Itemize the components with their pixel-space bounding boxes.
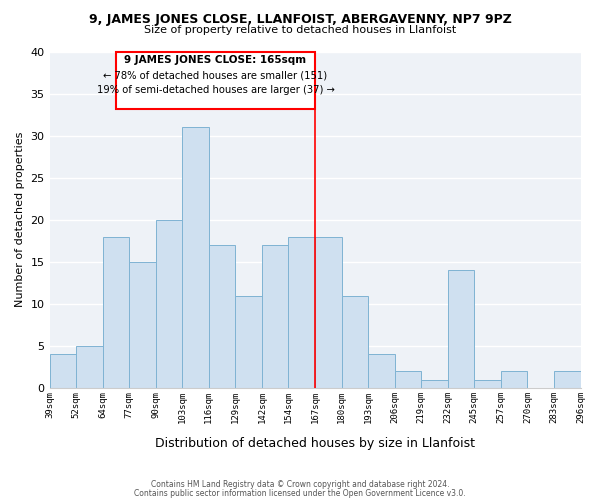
Y-axis label: Number of detached properties: Number of detached properties (15, 132, 25, 308)
Text: Size of property relative to detached houses in Llanfoist: Size of property relative to detached ho… (144, 25, 456, 35)
Bar (395, 372, 421, 388)
Text: 9 JAMES JONES CLOSE: 165sqm: 9 JAMES JONES CLOSE: 165sqm (124, 55, 307, 65)
Bar (235, 296, 262, 388)
Bar (50, 354, 76, 388)
Bar (315, 236, 341, 388)
Bar (501, 372, 527, 388)
Text: 19% of semi-detached houses are larger (37) →: 19% of semi-detached houses are larger (… (97, 85, 334, 95)
Bar (554, 372, 581, 388)
Bar (448, 270, 475, 388)
Text: 9, JAMES JONES CLOSE, LLANFOIST, ABERGAVENNY, NP7 9PZ: 9, JAMES JONES CLOSE, LLANFOIST, ABERGAV… (89, 12, 511, 26)
Bar (129, 262, 156, 388)
Bar (368, 354, 395, 388)
Bar (156, 220, 182, 388)
Bar (76, 346, 103, 388)
Bar (209, 245, 235, 388)
Text: Contains public sector information licensed under the Open Government Licence v3: Contains public sector information licen… (134, 488, 466, 498)
Bar (103, 236, 129, 388)
Bar (341, 296, 368, 388)
Bar (182, 127, 209, 388)
FancyBboxPatch shape (116, 52, 315, 108)
Text: Contains HM Land Registry data © Crown copyright and database right 2024.: Contains HM Land Registry data © Crown c… (151, 480, 449, 489)
Bar (421, 380, 448, 388)
Bar (262, 245, 289, 388)
Bar (289, 236, 315, 388)
X-axis label: Distribution of detached houses by size in Llanfoist: Distribution of detached houses by size … (155, 437, 475, 450)
Text: ← 78% of detached houses are smaller (151): ← 78% of detached houses are smaller (15… (103, 70, 328, 80)
Bar (475, 380, 501, 388)
